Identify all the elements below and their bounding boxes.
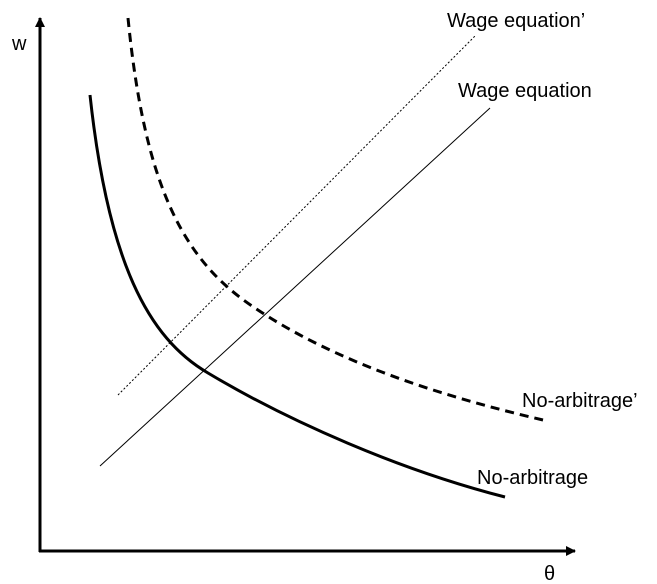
curve-label: No-arbitrage <box>477 467 588 489</box>
curve-label: Wage equation <box>458 80 592 102</box>
curve-label: Wage equation’ <box>447 10 585 32</box>
wage-equation-curve <box>99 107 491 467</box>
x-axis-label: θ <box>544 563 555 584</box>
curve-label: No-arbitrage’ <box>522 390 638 412</box>
y-axis-label: w <box>11 33 27 55</box>
no-arbitrage-curve <box>88 94 506 499</box>
wage-equation-prime-curve <box>117 34 477 396</box>
